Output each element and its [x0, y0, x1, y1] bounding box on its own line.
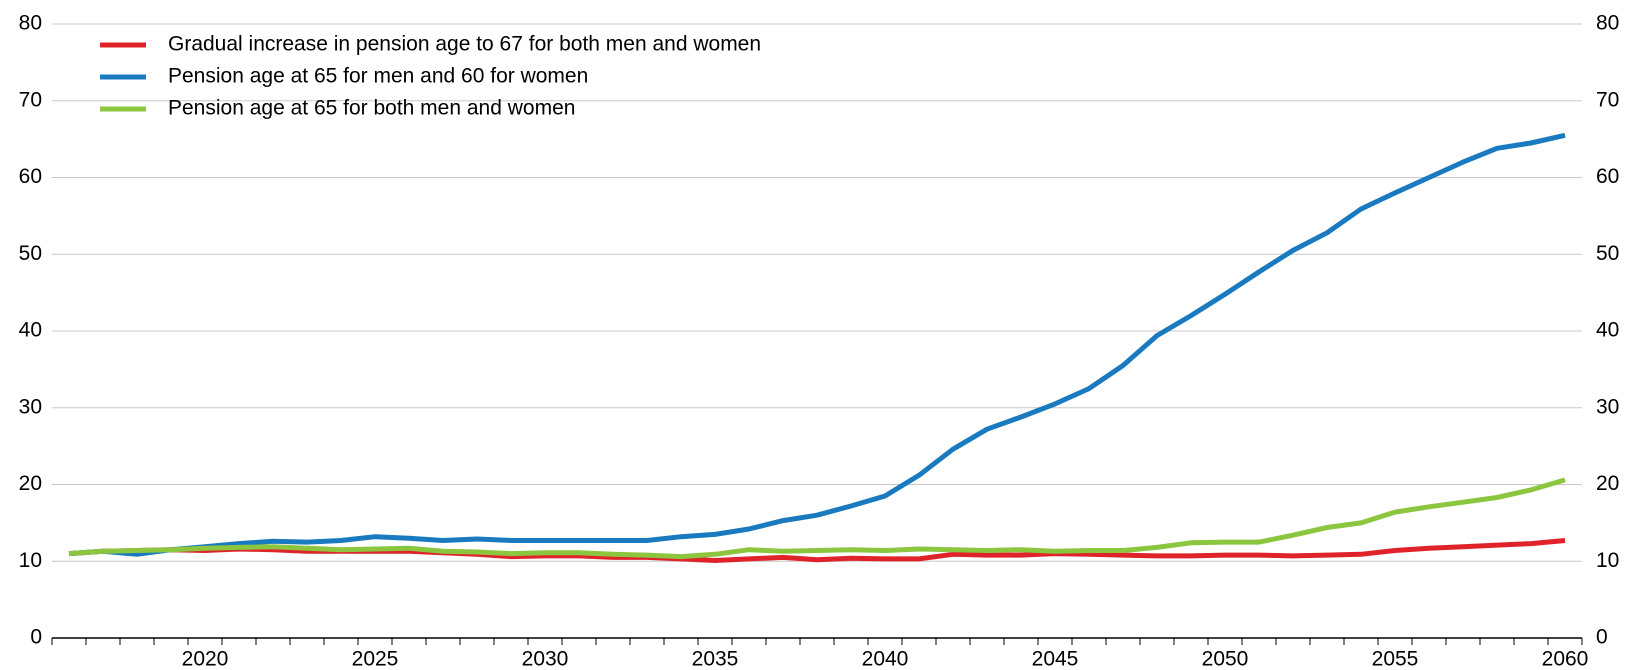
legend-label: Pension age at 65 for both men and women — [168, 97, 575, 120]
y2-tick-label: 80 — [1596, 12, 1619, 35]
x-tick-label: 2050 — [1202, 648, 1249, 670]
y-tick-label: 20 — [19, 472, 42, 495]
series-line — [68, 538, 1566, 563]
legend-label: Gradual increase in pension age to 67 fo… — [168, 33, 761, 56]
y-tick-label: 80 — [19, 12, 42, 35]
x-tick-label: 2055 — [1372, 648, 1419, 670]
y2-tick-label: 10 — [1596, 549, 1619, 572]
x-tick-label: 2035 — [692, 648, 739, 670]
series-line — [68, 132, 1566, 557]
y2-tick-label: 0 — [1596, 626, 1608, 649]
y2-tick-label: 40 — [1596, 319, 1619, 342]
y-tick-label: 10 — [19, 549, 42, 572]
y2-tick-label: 20 — [1596, 472, 1619, 495]
x-tick-label: 2040 — [862, 648, 909, 670]
y2-tick-label: 60 — [1596, 165, 1619, 188]
x-tick-label: 2020 — [182, 648, 229, 670]
y-tick-label: 0 — [30, 626, 42, 649]
y2-tick-label: 30 — [1596, 395, 1619, 418]
y-tick-label: 70 — [19, 88, 42, 111]
y-tick-label: 30 — [19, 395, 42, 418]
x-tick-label: 2045 — [1032, 648, 1079, 670]
series-line — [68, 477, 1566, 560]
x-tick-label: 2060 — [1542, 648, 1589, 670]
y2-tick-label: 70 — [1596, 88, 1619, 111]
x-tick-label: 2030 — [522, 648, 569, 670]
x-tick-label: 2025 — [352, 648, 399, 670]
y2-tick-label: 50 — [1596, 242, 1619, 265]
legend-label: Pension age at 65 for men and 60 for wom… — [168, 65, 588, 88]
y-tick-label: 40 — [19, 319, 42, 342]
y-tick-label: 60 — [19, 165, 42, 188]
y-tick-label: 50 — [19, 242, 42, 265]
